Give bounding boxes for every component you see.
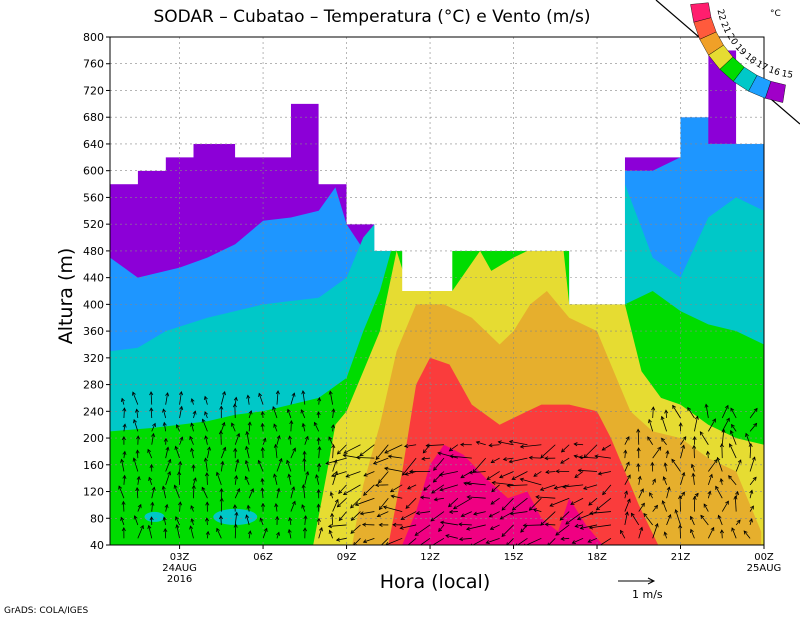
wind-vector [291,421,292,432]
y-tick-label: 800 [83,31,104,44]
y-tick-label: 520 [83,218,104,231]
x-tick-label: 09Z [337,552,357,563]
colorbar-label: 22 [714,8,727,22]
wind-vector [235,524,236,538]
colorbar-unit: °C [770,9,781,19]
y-tick-label: 560 [83,191,104,204]
chart-title: SODAR – Cubatao – Temperatura (°C) e Ven… [153,7,590,27]
wind-arrowhead [378,545,381,548]
y-axis: 40 80 120 160 200 240 280 320 360 400 440 480 520 560… [83,31,110,552]
y-tick-label: 440 [83,272,104,285]
x-tick-label: 06Z [253,552,273,563]
y-tick-label: 400 [83,298,104,311]
y-tick-label: 680 [83,111,104,124]
x-tick-label: 12Z [420,552,440,563]
wind-vector [221,431,222,445]
x-tick-label: 21Z [671,552,691,563]
wind-vector [523,525,541,526]
y-tick-label: 720 [83,84,104,97]
x-tick-label: 15Z [504,552,524,563]
wind-arrowhead [593,547,596,550]
wind-arrowhead [425,547,428,550]
y-tick-label: 640 [83,138,104,151]
colorbar-label: 16 [767,65,781,78]
wind-vector [123,502,124,512]
x-tick-sublabel: 2016 [167,574,192,585]
x-tick-label: 03Z [170,552,190,563]
wind-scale-label: 1 m/s [632,588,663,601]
cyan-pocket [145,512,165,522]
x-tick-label: 18Z [587,552,607,563]
y-tick-label: 160 [83,459,104,472]
wind-vector [207,473,208,485]
y-tick-label: 760 [83,58,104,71]
y-tick-label: 280 [83,379,104,392]
wind-scale: 1 m/s [618,578,663,601]
x-tick-sublabel: 24AUG [162,563,197,574]
colorbar-label: 15 [781,69,794,81]
y-tick-label: 200 [83,432,104,445]
wind-vector [529,458,541,459]
y-tick-label: 40 [90,539,104,552]
y-tick-label: 240 [83,405,104,418]
wind-vector [179,472,180,485]
x-axis-label: Hora (local) [380,571,491,593]
wind-arrowhead [401,547,404,550]
y-tick-label: 600 [83,165,104,178]
y-axis-label: Altura (m) [55,248,77,345]
y-tick-label: 120 [83,486,104,499]
y-tick-label: 360 [83,325,104,338]
x-tick-sublabel: 25AUG [747,563,782,574]
y-tick-label: 80 [90,512,104,525]
grads-credit: GrADS: COLA/IGES [4,606,88,616]
y-tick-label: 320 [83,352,104,365]
wind-arrowhead [413,547,416,550]
x-tick-label: 00Z [754,552,774,563]
y-tick-label: 480 [83,245,104,258]
